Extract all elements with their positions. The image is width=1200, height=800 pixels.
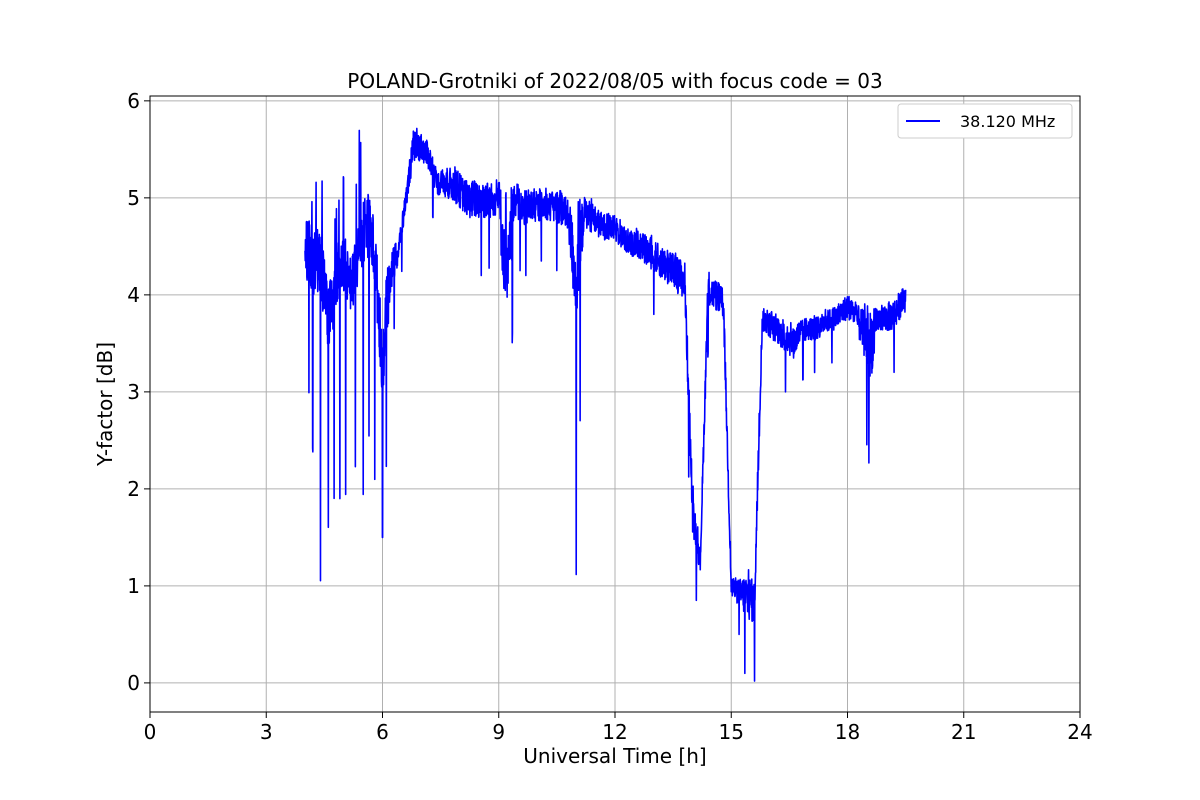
y-tick-label: 4 <box>127 283 140 307</box>
x-tick-label: 6 <box>376 720 389 744</box>
y-tick-label: 3 <box>127 380 140 404</box>
x-tick-label: 18 <box>835 720 860 744</box>
y-tick-label: 0 <box>127 671 140 695</box>
data-layer <box>304 127 907 682</box>
x-tick-label: 0 <box>144 720 157 744</box>
y-tick-label: 1 <box>127 574 140 598</box>
legend-entry-label: 38.120 MHz <box>960 112 1055 131</box>
chart-title: POLAND-Grotniki of 2022/08/05 with focus… <box>347 69 882 93</box>
legend: 38.120 MHz <box>897 103 1073 139</box>
series-line-38-120-mhz <box>304 127 907 682</box>
y-tick-label: 5 <box>127 186 140 210</box>
x-tick-label: 9 <box>492 720 505 744</box>
y-axis-label: Y-factor [dB] <box>93 342 117 467</box>
x-tick-label: 21 <box>951 720 976 744</box>
x-tick-label: 3 <box>260 720 273 744</box>
y-tick-label: 2 <box>127 477 140 501</box>
x-axis-label: Universal Time [h] <box>523 744 706 768</box>
x-tick-label: 15 <box>719 720 744 744</box>
y-tick-label: 6 <box>127 89 140 113</box>
legend-box <box>897 103 1073 139</box>
x-tick-label: 24 <box>1067 720 1092 744</box>
x-tick-label: 12 <box>602 720 627 744</box>
